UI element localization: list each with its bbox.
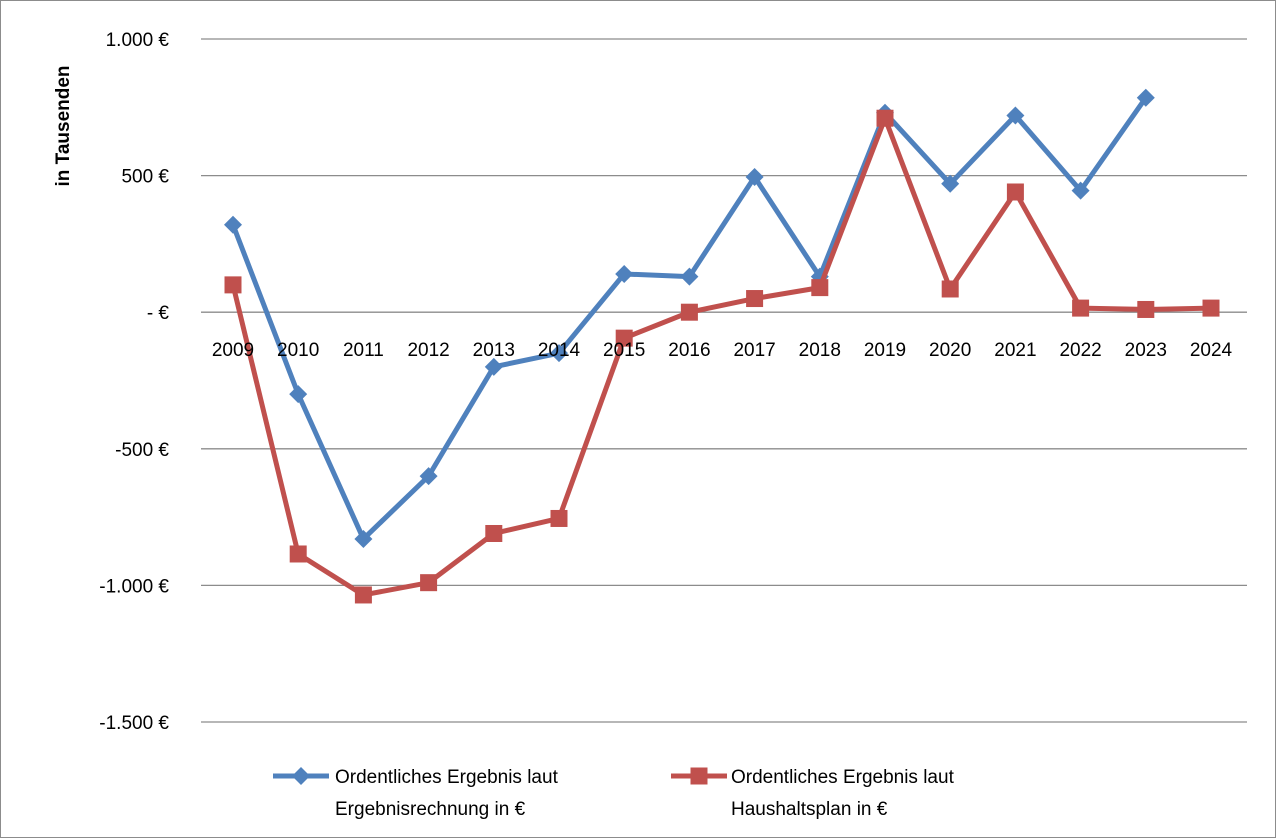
legend-label: Ergebnisrechnung in €: [335, 799, 526, 820]
data-point: [1071, 181, 1090, 200]
x-tick-label: 2009: [212, 340, 254, 361]
y-tick-label: -500 €: [115, 440, 169, 461]
x-tick-label: 2023: [1125, 340, 1167, 361]
data-point: [1006, 106, 1025, 125]
data-point: [615, 264, 634, 283]
legend: Ordentliches Ergebnis laut Ergebnisrechnu…: [273, 767, 955, 820]
y-tick-label: -1.500 €: [99, 713, 169, 734]
data-point: [354, 529, 373, 548]
data-point: [746, 290, 764, 308]
x-axis-tick-labels: 2009 2010 2011 2012 2013 2014 2015 2016 2017 2018…: [212, 340, 1233, 361]
y-tick-label: -1.000 €: [99, 576, 169, 597]
data-point: [484, 357, 503, 376]
x-tick-label: 2012: [407, 340, 449, 361]
x-tick-label: 2021: [994, 340, 1036, 361]
legend-marker: [690, 767, 708, 785]
data-point: [289, 545, 307, 563]
series-lines: [224, 88, 1220, 604]
data-point: [680, 267, 699, 286]
y-tick-label: - €: [147, 303, 170, 324]
data-point: [1136, 88, 1155, 107]
x-tick-label: 2014: [538, 340, 581, 361]
data-point: [419, 467, 438, 486]
x-tick-label: 2020: [929, 340, 971, 361]
x-tick-label: 2024: [1190, 340, 1233, 361]
x-tick-label: 2011: [343, 340, 384, 361]
data-point: [615, 329, 633, 347]
data-point: [941, 280, 959, 298]
series-line: [230, 115, 1212, 598]
data-point: [1072, 299, 1090, 317]
data-point: [485, 524, 503, 542]
y-axis-tick-labels: 1.000 € 500 € - € -500 € -1.000 € -1.500 €: [99, 30, 169, 734]
y-tick-label: 1.000 €: [106, 30, 170, 51]
x-tick-label: 2019: [864, 340, 906, 361]
legend-label: Ordentliches Ergebnis laut: [335, 767, 559, 788]
legend-marker: [292, 767, 310, 785]
data-point: [941, 174, 960, 193]
data-point: [354, 586, 372, 604]
data-point: [550, 344, 568, 363]
data-point: [1202, 299, 1220, 317]
x-tick-label: 2016: [668, 340, 710, 361]
data-point: [1137, 300, 1155, 318]
y-axis-label: in Tausenden: [53, 65, 74, 186]
x-tick-label: 2022: [1059, 340, 1101, 361]
data-point: [811, 279, 829, 297]
data-point: [420, 574, 438, 592]
data-point: [680, 303, 698, 321]
data-point: [289, 385, 308, 404]
legend-label: Ordentliches Ergebnis laut: [731, 767, 955, 788]
x-tick-label: 2010: [277, 340, 319, 361]
legend-entry: Ordentliches Ergebnis laut Ergebnisrechnu…: [273, 767, 559, 820]
data-point: [550, 509, 568, 527]
data-point: [745, 167, 764, 186]
data-point: [1006, 183, 1024, 201]
data-point: [224, 276, 242, 294]
x-tick-label: 2018: [799, 340, 841, 361]
data-point: [876, 109, 894, 127]
y-tick-label: 500 €: [121, 167, 169, 188]
legend-label: Haushaltsplan in €: [731, 799, 888, 820]
x-tick-label: 2015: [603, 340, 645, 361]
x-tick-label: 2013: [473, 340, 515, 361]
gridlines: [201, 38, 1247, 723]
series-2: [224, 109, 1220, 604]
data-point: [224, 215, 242, 234]
legend-entry: Ordentliches Ergebnis laut Haushaltsplan …: [671, 767, 955, 820]
x-tick-label: 2017: [733, 340, 775, 361]
